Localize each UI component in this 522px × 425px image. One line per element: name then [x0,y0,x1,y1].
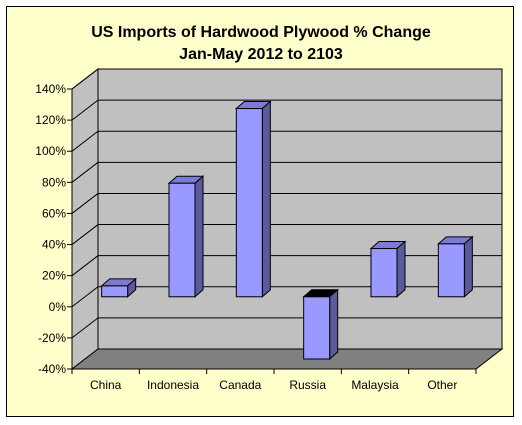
x-tick-label: China [90,378,122,392]
x-tick-label: Malaysia [351,378,399,392]
bar-side [194,175,204,298]
gridline-side [71,224,99,245]
chart-title: US Imports of Hardwood Plywood % Change [91,24,431,41]
y-tick-label: 120% [35,113,66,127]
x-tick-label: Canada [219,378,261,392]
bar-china [101,285,129,298]
y-tick-label: 80% [42,175,66,189]
bar-canada [235,108,263,298]
bar-russia [303,296,331,360]
y-tick-label: 60% [42,206,66,220]
gridline-side [71,130,99,152]
plot-area: 140% 120% 100% 80% 60% 40% 20% 0% -20% -40% China I… [35,67,504,392]
x-tick-label: Indonesia [147,378,199,392]
gridline-side [71,317,99,339]
chart-svg: US Imports of Hardwood Plywood % Change … [35,24,504,392]
bar-side [396,240,406,298]
y-tick-label: 0% [49,300,67,314]
gridline-side [71,193,99,214]
bar-side [463,235,473,298]
gridline-side [71,68,99,90]
plot-back-wall [97,68,503,350]
chart-subtitle: Jan-May 2012 to 2103 [179,46,343,63]
y-tick-label: 40% [42,238,66,252]
gridline-side [71,161,99,183]
bar-other [437,243,465,298]
y-tick-label: -20% [38,331,66,345]
plot-side-wall [71,67,99,371]
plot-floor [70,348,504,370]
chart-area: US Imports of Hardwood Plywood % Change … [6,6,514,417]
y-tick-label: 140% [35,82,66,96]
bar-side [261,100,271,298]
x-tick-label: Other [427,378,457,392]
y-tick-label: -40% [38,362,66,376]
bar-indonesia [168,182,196,298]
gridline-side [71,99,99,121]
bar-side [329,288,339,361]
x-tick-label: Russia [289,378,326,392]
gridline-side [71,286,99,308]
bar-malaysia [370,248,398,298]
y-tick-label: 100% [35,144,66,158]
y-tick-label: 20% [42,269,66,283]
gridline-side [71,255,99,277]
